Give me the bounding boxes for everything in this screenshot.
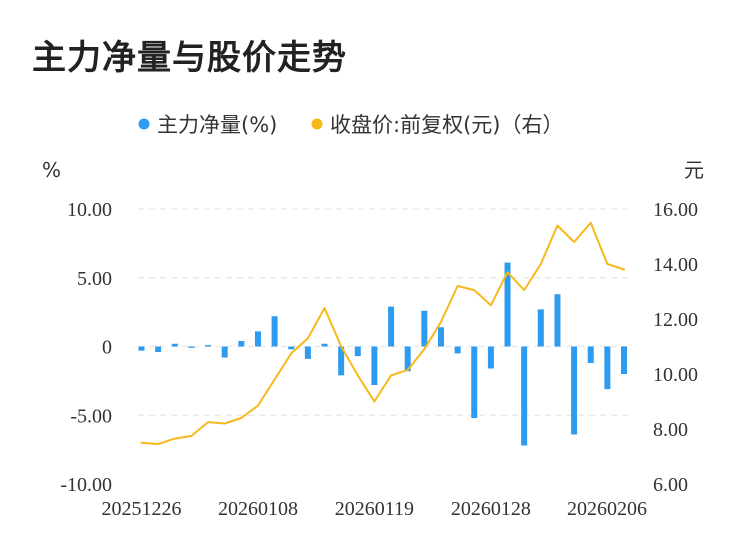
net-volume-bar bbox=[454, 346, 461, 354]
left-tick-label: 10.00 bbox=[67, 199, 112, 221]
net-volume-bar bbox=[604, 346, 611, 390]
page-title: 主力净量与股价走势 bbox=[32, 38, 347, 78]
net-volume-bar bbox=[437, 327, 444, 347]
net-volume-bar bbox=[138, 346, 145, 351]
net-volume-bar bbox=[421, 310, 428, 347]
net-volume-bar bbox=[321, 343, 328, 347]
legend-label-bars: 主力净量(%) bbox=[157, 113, 277, 137]
legend-label-line: 收盘价:前复权(元)（右） bbox=[330, 113, 563, 137]
net-volume-bar bbox=[238, 341, 245, 347]
left-tick-label: -10.00 bbox=[60, 474, 112, 496]
x-tick-label: 20260108 bbox=[218, 498, 298, 520]
right-axis-ticks: 16.00 14.00 12.00 10.00 8.00 6.00 bbox=[653, 199, 698, 496]
legend: 主力净量(%) 收盘价:前复权(元)（右） bbox=[138, 113, 563, 137]
right-tick-label: 8.00 bbox=[653, 419, 688, 441]
right-tick-label: 10.00 bbox=[653, 364, 698, 386]
net-volume-bar bbox=[404, 346, 411, 372]
x-tick-label: 20251226 bbox=[102, 498, 182, 520]
net-volume-bar bbox=[338, 346, 345, 376]
net-volume-bar bbox=[188, 346, 195, 348]
left-tick-label: -5.00 bbox=[70, 405, 112, 427]
left-tick-label: 5.00 bbox=[77, 268, 112, 290]
net-volume-bar bbox=[155, 346, 162, 352]
x-tick-label: 20260128 bbox=[451, 498, 531, 520]
left-axis-ticks: 10.00 5.00 0 -5.00 -10.00 bbox=[60, 199, 112, 496]
legend-marker-bars bbox=[138, 118, 150, 130]
net-volume-bar bbox=[171, 343, 178, 347]
net-volume-bar bbox=[288, 346, 295, 350]
right-axis-unit: 元 bbox=[684, 158, 704, 182]
net-volume-bar bbox=[254, 331, 261, 347]
x-tick-label: 20260119 bbox=[335, 498, 414, 520]
right-tick-label: 12.00 bbox=[653, 309, 698, 331]
left-tick-label: 0 bbox=[102, 337, 112, 359]
net-volume-bar bbox=[571, 346, 578, 435]
net-volume-bar bbox=[221, 346, 228, 358]
net-volume-bar bbox=[587, 346, 594, 363]
net-volume-bar bbox=[537, 309, 544, 347]
net-volume-bar bbox=[471, 346, 478, 418]
x-tick-label: 20260206 bbox=[567, 498, 647, 520]
right-tick-label: 16.00 bbox=[653, 199, 698, 221]
net-volume-bar bbox=[554, 294, 561, 347]
price-line bbox=[140, 221, 625, 446]
net-volume-bar bbox=[205, 345, 212, 347]
net-volume-bar bbox=[371, 346, 378, 385]
net-volume-bar bbox=[354, 346, 361, 357]
net-volume-bar bbox=[487, 346, 494, 369]
net-volume-bar bbox=[271, 316, 278, 347]
net-volume-bar bbox=[521, 346, 528, 446]
x-axis-ticks: 20251226 20260108 20260119 20260128 20260206 bbox=[102, 498, 648, 520]
legend-marker-line bbox=[311, 118, 323, 130]
net-volume-bars bbox=[138, 262, 627, 446]
right-tick-label: 6.00 bbox=[653, 474, 688, 496]
net-volume-bar bbox=[388, 306, 395, 347]
left-axis-unit: % bbox=[42, 158, 61, 182]
net-volume-bar bbox=[504, 262, 511, 347]
right-tick-label: 14.00 bbox=[653, 254, 698, 276]
net-volume-bar bbox=[621, 346, 627, 374]
gridlines bbox=[138, 208, 628, 416]
net-volume-bar bbox=[304, 346, 311, 359]
price-line-layer bbox=[140, 221, 625, 446]
